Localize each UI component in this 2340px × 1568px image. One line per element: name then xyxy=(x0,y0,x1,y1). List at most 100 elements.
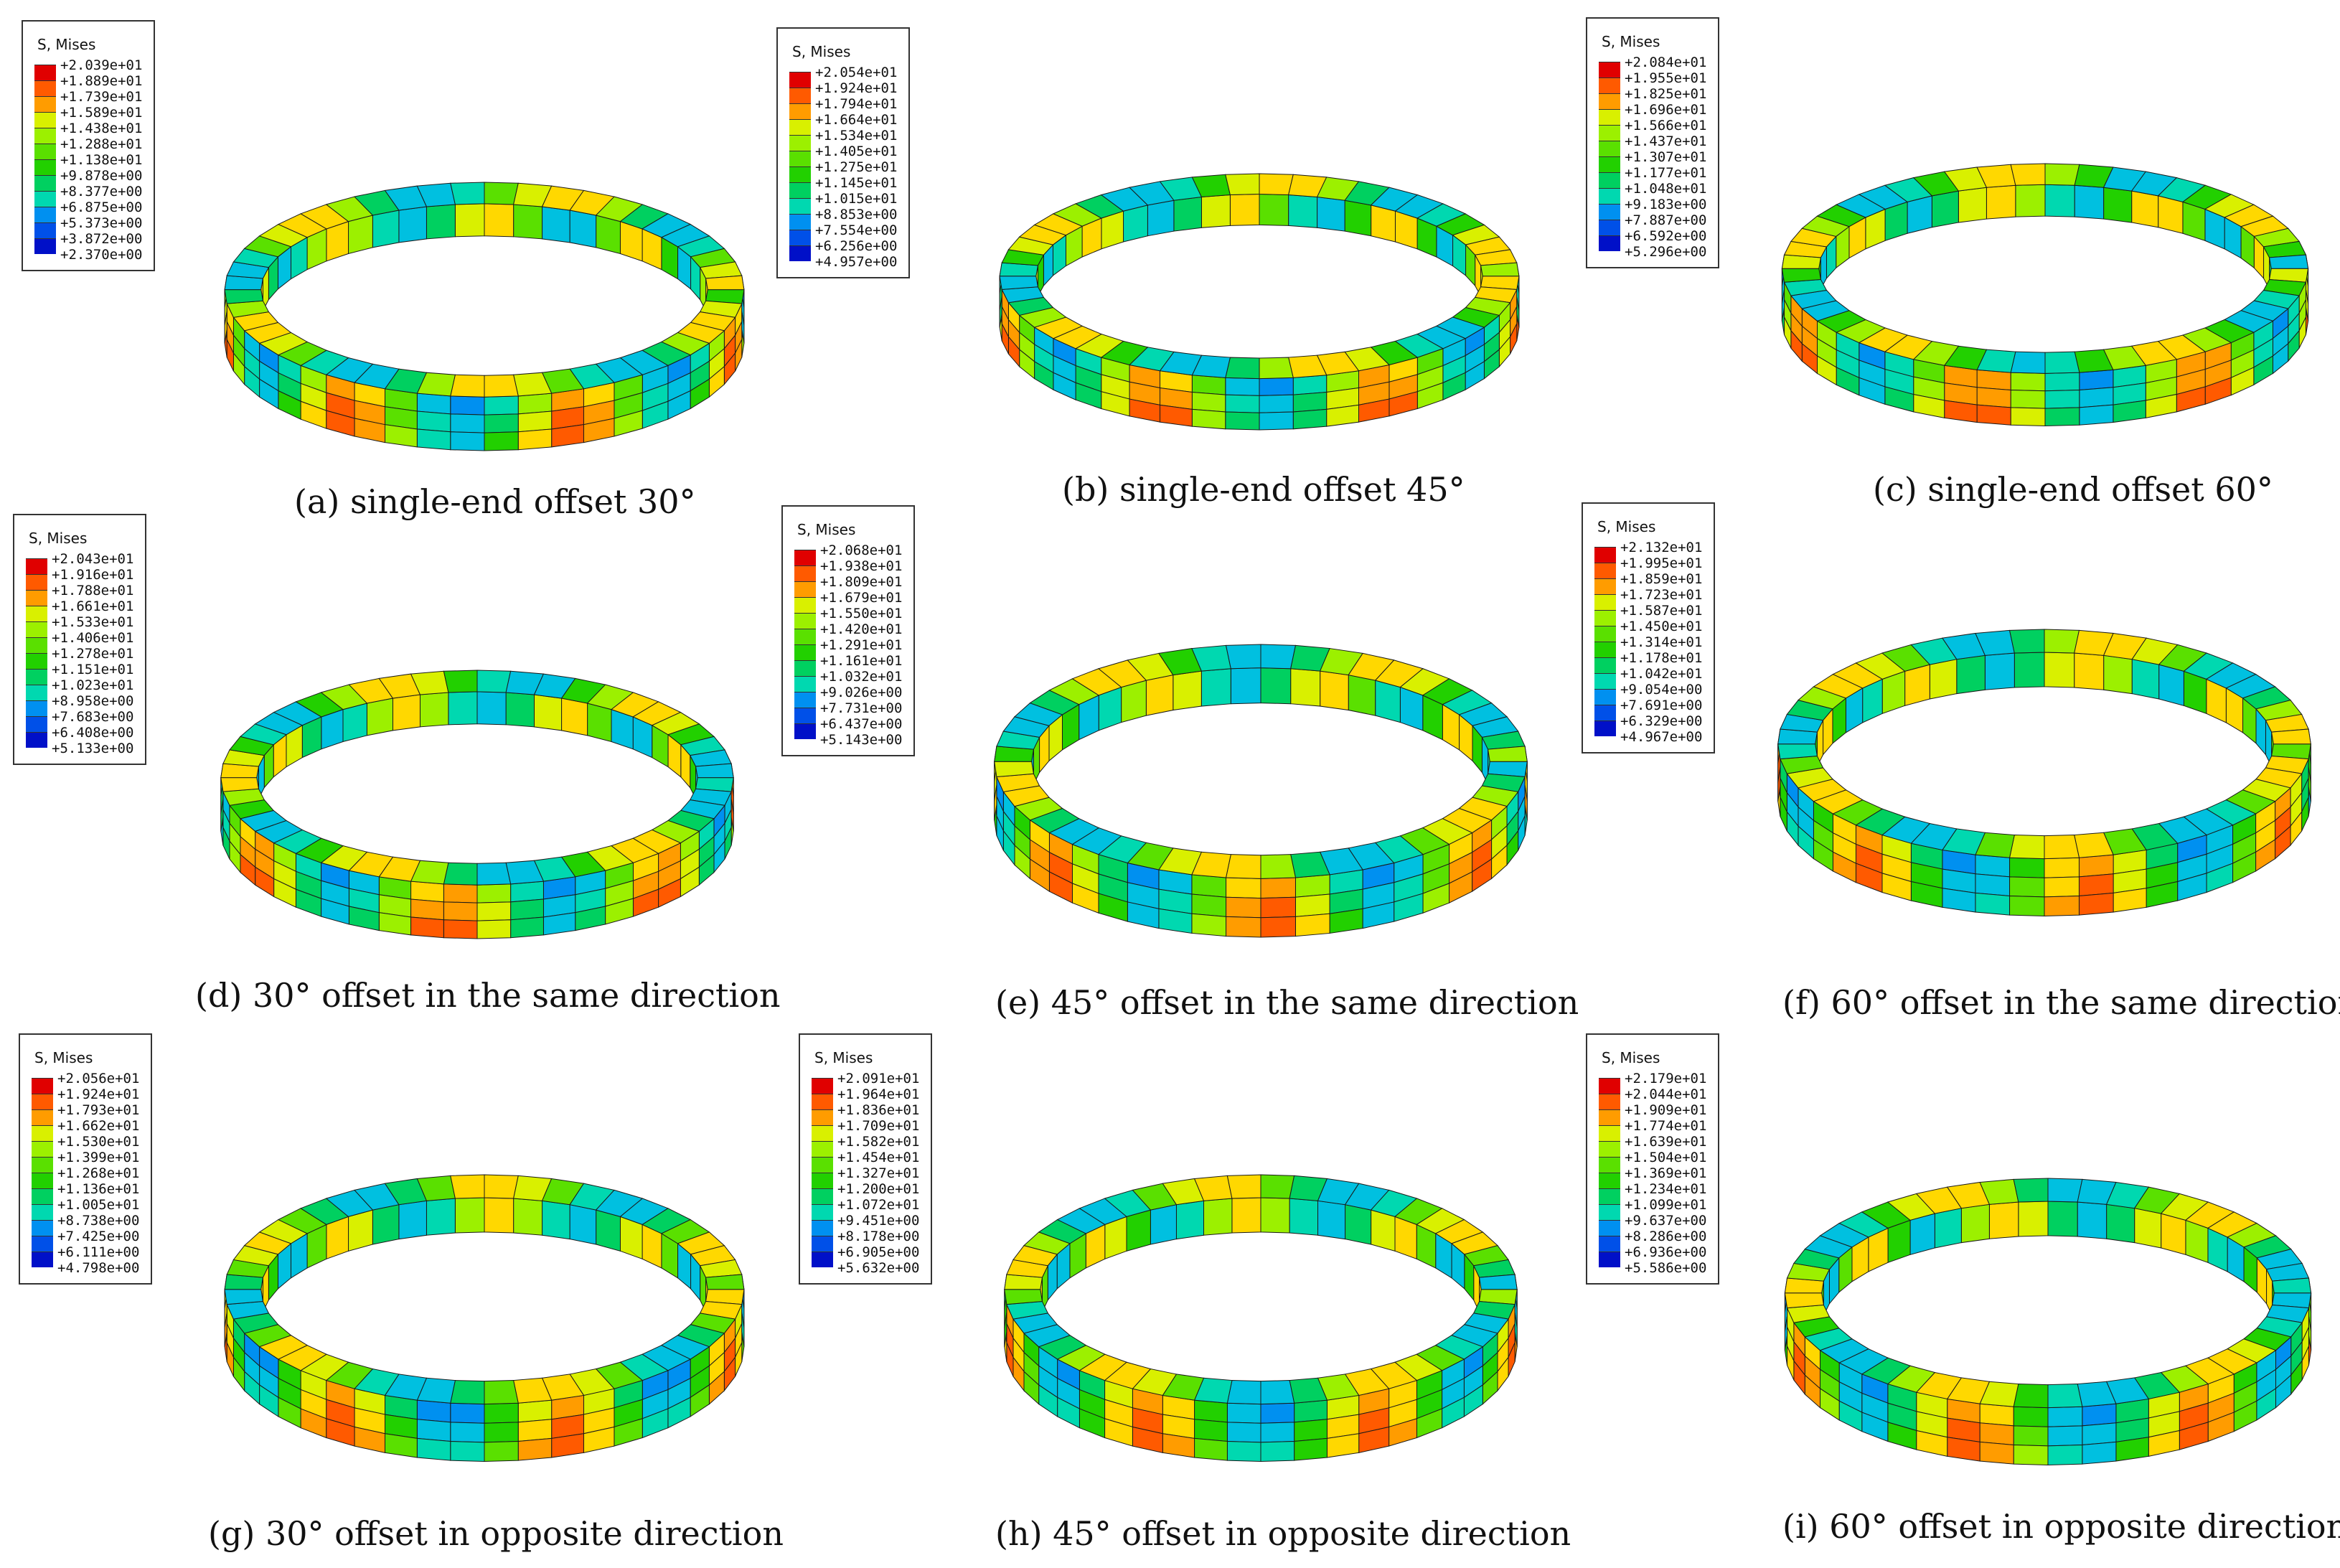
legend-value: +8.853e+00 xyxy=(815,207,898,222)
legend-title: S, Mises xyxy=(1602,1049,1660,1066)
mesh-element xyxy=(1975,892,2011,916)
legend-values: +2.043e+01 +1.916e+01 +1.788e+01 +1.661e… xyxy=(52,551,133,756)
panel-caption: (f) 60° offset in the same direction xyxy=(1782,983,2340,1022)
mesh-element xyxy=(517,1399,553,1423)
mesh-element xyxy=(2082,1441,2117,1465)
mesh-element xyxy=(1975,854,2011,878)
mesh-element xyxy=(2013,1444,2049,1466)
legend-swatch xyxy=(1599,172,1620,188)
legend-values: +2.068e+01 +1.938e+01 +1.809e+01 +1.679e… xyxy=(820,543,902,748)
legend-swatch xyxy=(789,103,811,119)
mesh-element xyxy=(2010,390,2046,409)
mesh-element xyxy=(1260,667,1292,705)
mesh-element xyxy=(542,1200,570,1240)
mesh-element xyxy=(2077,1201,2108,1239)
legend-swatch xyxy=(1594,657,1616,673)
legend-value: +9.183e+00 xyxy=(1625,197,1707,212)
legend-swatch xyxy=(26,732,47,748)
legend-value: +6.905e+00 xyxy=(837,1244,920,1260)
legend-value: +2.084e+01 xyxy=(1625,55,1707,70)
mesh-element xyxy=(1231,1197,1261,1234)
mesh-element xyxy=(450,182,485,205)
mesh-element xyxy=(1294,913,1330,937)
legend-value: +1.406e+01 xyxy=(52,630,134,646)
panel-b: S, Mises +2.054e+01 +1.924e+01 +1.794e+0… xyxy=(775,0,1555,522)
legend-value: +9.026e+00 xyxy=(820,685,903,700)
mesh-element xyxy=(2047,1406,2083,1427)
mesh-element xyxy=(484,1174,519,1199)
mesh-element xyxy=(2131,659,2160,700)
legend-value: +1.550e+01 xyxy=(820,606,903,621)
mesh-element xyxy=(1226,916,1261,938)
legend-swatch xyxy=(812,1236,833,1252)
legend-value: +8.958e+00 xyxy=(52,693,134,709)
mesh-element xyxy=(1960,1203,1990,1244)
mesh-element xyxy=(1976,369,2011,391)
mesh-element xyxy=(484,1380,519,1405)
legend-values: +2.132e+01 +1.995e+01 +1.859e+01 +1.723e… xyxy=(1620,540,1702,745)
mesh-element xyxy=(1929,659,1958,700)
mesh-element xyxy=(2015,184,2046,217)
legend-value: +5.632e+00 xyxy=(837,1260,920,1276)
legend-values: +2.039e+01 +1.889e+01 +1.739e+01 +1.589e… xyxy=(60,57,142,263)
legend-value: +1.048e+01 xyxy=(1625,181,1707,197)
legend-swatch xyxy=(812,1204,833,1220)
legend-value: +5.133e+00 xyxy=(52,741,134,756)
mesh-element xyxy=(1226,1380,1261,1405)
panel-a: S, Mises +2.039e+01 +1.889e+01 +1.739e+0… xyxy=(0,0,780,522)
mesh-element xyxy=(2044,876,2080,898)
legend-swatch xyxy=(34,238,56,254)
legend-value: +1.450e+01 xyxy=(1620,619,1703,634)
mesh-element xyxy=(410,916,444,939)
mesh-element xyxy=(484,203,514,238)
legend-swatch xyxy=(32,1236,53,1252)
legend-value: +1.809e+01 xyxy=(820,574,903,590)
panel-e: S, Mises +2.068e+01 +1.938e+01 +1.809e+0… xyxy=(780,502,1579,1025)
legend-swatch xyxy=(1599,1094,1620,1109)
legend-body: +2.043e+01 +1.916e+01 +1.788e+01 +1.661e… xyxy=(26,551,133,756)
mesh-element xyxy=(2044,407,2080,427)
legend-value: +1.916e+01 xyxy=(52,567,134,583)
legend-swatch xyxy=(34,112,56,128)
legend-swatch xyxy=(794,692,816,708)
legend-value: +1.836e+01 xyxy=(837,1102,920,1118)
mesh-element xyxy=(476,919,512,939)
mesh-element xyxy=(476,670,512,693)
mesh-element xyxy=(1294,893,1330,917)
mesh-element xyxy=(348,1209,373,1252)
mesh-element xyxy=(450,1440,485,1463)
legend-value: +1.314e+01 xyxy=(1620,634,1703,650)
legend-swatch xyxy=(1599,141,1620,156)
mesh-element xyxy=(695,763,734,779)
mesh-element xyxy=(1294,1419,1328,1442)
legend-swatch xyxy=(26,716,47,732)
mesh-element xyxy=(450,1380,485,1405)
legend-swatch xyxy=(794,613,816,629)
legend-value: +1.504e+01 xyxy=(1625,1150,1707,1165)
stress-ring-model xyxy=(224,182,745,451)
legend-value: +1.437e+01 xyxy=(1625,133,1707,149)
mesh-element xyxy=(1226,1440,1261,1463)
legend-value: +1.793e+01 xyxy=(57,1102,140,1118)
mesh-element xyxy=(1777,767,1781,802)
panel-caption: (c) single-end offset 60° xyxy=(1873,470,2273,509)
legend-value: +1.889e+01 xyxy=(60,73,143,89)
legend-value: +2.044e+01 xyxy=(1625,1086,1707,1102)
legend-swatch xyxy=(794,723,816,739)
legend-swatch xyxy=(34,191,56,207)
legend-body: +2.084e+01 +1.955e+01 +1.825e+01 +1.696e… xyxy=(1599,55,1706,260)
mesh-element xyxy=(484,1402,519,1424)
mesh-element xyxy=(2082,1403,2117,1427)
legend-swatch xyxy=(1594,689,1616,705)
mesh-element xyxy=(510,916,544,939)
mesh-element xyxy=(1371,1209,1396,1252)
mesh-element xyxy=(1514,1313,1518,1347)
mesh-element xyxy=(224,1313,227,1347)
stress-legend: S, Mises +2.132e+01 +1.995e+01 +1.859e+0… xyxy=(1582,502,1716,754)
mesh-element xyxy=(1524,785,1528,820)
legend-swatch xyxy=(34,144,56,159)
legend-swatch xyxy=(1599,204,1620,220)
mesh-element xyxy=(1975,873,2011,897)
legend-value: +1.788e+01 xyxy=(52,583,134,598)
mesh-element xyxy=(450,1422,485,1443)
